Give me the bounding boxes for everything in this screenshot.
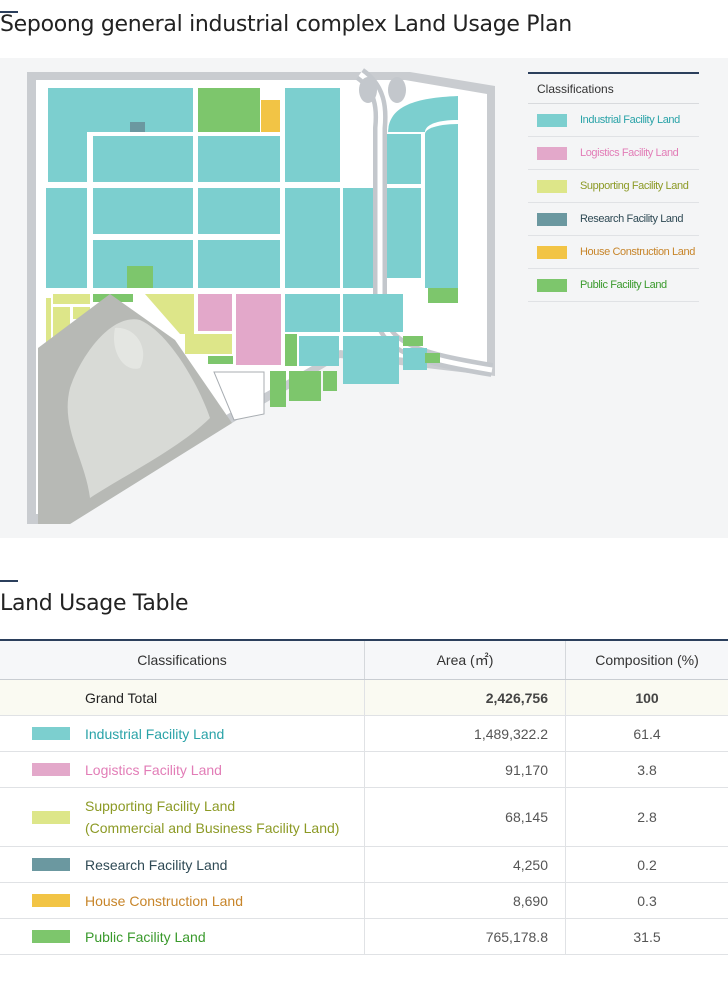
- row-label: Research Facility Land: [85, 856, 228, 873]
- total-composition: 100: [565, 679, 728, 716]
- legend-label: Supporting Facility Land: [580, 180, 689, 192]
- row-sublabel: (Commercial and Business Facility Land): [85, 820, 340, 836]
- table-row: House Construction Land 8,690 0.3: [0, 882, 728, 919]
- land-usage-map-panel: Classifications Industrial Facility Land…: [0, 58, 728, 538]
- row-composition: 0.2: [565, 846, 728, 883]
- row-swatch: [32, 858, 70, 871]
- grand-total-row: Grand Total 2,426,756 100: [0, 679, 728, 716]
- logistics-blocks: [198, 294, 281, 365]
- legend-label: Industrial Facility Land: [580, 114, 680, 126]
- row-composition: 31.5: [565, 918, 728, 955]
- row-swatch: [32, 727, 70, 740]
- legend-swatch: [537, 245, 567, 259]
- row-composition: 2.8: [565, 787, 728, 847]
- header-classifications: Classifications: [0, 639, 365, 680]
- table-row: Supporting Facility Land (Commercial and …: [0, 787, 728, 847]
- legend-swatch: [537, 146, 567, 160]
- house-block: [261, 100, 280, 132]
- row-area: 91,170: [364, 751, 566, 788]
- table-row: Logistics Facility Land 91,170 3.8: [0, 751, 728, 788]
- row-area: 1,489,322.2: [364, 715, 566, 752]
- roundabout-left: [359, 77, 377, 103]
- legend-label: Research Facility Land: [580, 213, 684, 225]
- legend-swatch: [537, 212, 567, 226]
- table-header-row: Classifications Area (㎡) Composition (%): [0, 639, 728, 680]
- row-composition: 61.4: [565, 715, 728, 752]
- table-section-title: Land Usage Table: [0, 591, 189, 616]
- row-label: Logistics Facility Land: [85, 761, 222, 778]
- total-area: 2,426,756: [364, 679, 566, 716]
- row-area: 68,145: [364, 787, 566, 847]
- table-row: Research Facility Land 4,250 0.2: [0, 846, 728, 883]
- row-label: Supporting Facility Land: [85, 798, 236, 814]
- table-row: Industrial Facility Land 1,489,322.2 61.…: [0, 715, 728, 752]
- legend-label: Logistics Facility Land: [580, 147, 679, 159]
- map-section-title: Sepoong general industrial complex Land …: [0, 12, 572, 37]
- row-label: Industrial Facility Land: [85, 725, 225, 742]
- table-row: Public Facility Land 765,178.8 31.5: [0, 918, 728, 955]
- legend-item: Industrial Facility Land: [528, 104, 699, 137]
- row-area: 765,178.8: [364, 918, 566, 955]
- row-swatch: [32, 810, 70, 824]
- row-composition: 0.3: [565, 882, 728, 919]
- row-swatch: [32, 763, 70, 776]
- legend-item: Supporting Facility Land: [528, 170, 699, 203]
- legend-title: Classifications: [528, 74, 699, 104]
- section-marker: [0, 11, 18, 13]
- land-usage-table: Classifications Area (㎡) Composition (%)…: [0, 639, 728, 955]
- row-swatch: [32, 930, 70, 943]
- map-legend: Classifications Industrial Facility Land…: [528, 72, 699, 302]
- total-label: Grand Total: [85, 689, 158, 706]
- header-composition: Composition (%): [565, 639, 728, 680]
- industrial-blocks: [46, 88, 458, 384]
- row-composition: 3.8: [565, 751, 728, 788]
- legend-label: Public Facility Land: [580, 279, 667, 291]
- section-marker: [0, 580, 18, 582]
- roundabout-right: [388, 77, 406, 103]
- row-label: House Construction Land: [85, 892, 243, 909]
- research-block: [130, 122, 145, 132]
- legend-swatch: [537, 278, 567, 292]
- legend-swatch: [537, 179, 567, 193]
- legend-item: Logistics Facility Land: [528, 137, 699, 170]
- row-swatch: [32, 894, 70, 907]
- row-label-group: Supporting Facility Land (Commercial and …: [85, 795, 339, 839]
- land-usage-map: [27, 68, 495, 524]
- header-area: Area (㎡): [364, 639, 566, 680]
- legend-label: House Construction Land: [580, 246, 695, 258]
- row-label: Public Facility Land: [85, 928, 206, 945]
- legend-item: Public Facility Land: [528, 269, 699, 302]
- public-blocks: [93, 88, 458, 407]
- row-area: 4,250: [364, 846, 566, 883]
- hill-contour: [67, 319, 210, 498]
- legend-item: Research Facility Land: [528, 203, 699, 236]
- legend-item: House Construction Land: [528, 236, 699, 269]
- legend-swatch: [537, 113, 567, 127]
- row-area: 8,690: [364, 882, 566, 919]
- vacant-plot: [213, 371, 265, 421]
